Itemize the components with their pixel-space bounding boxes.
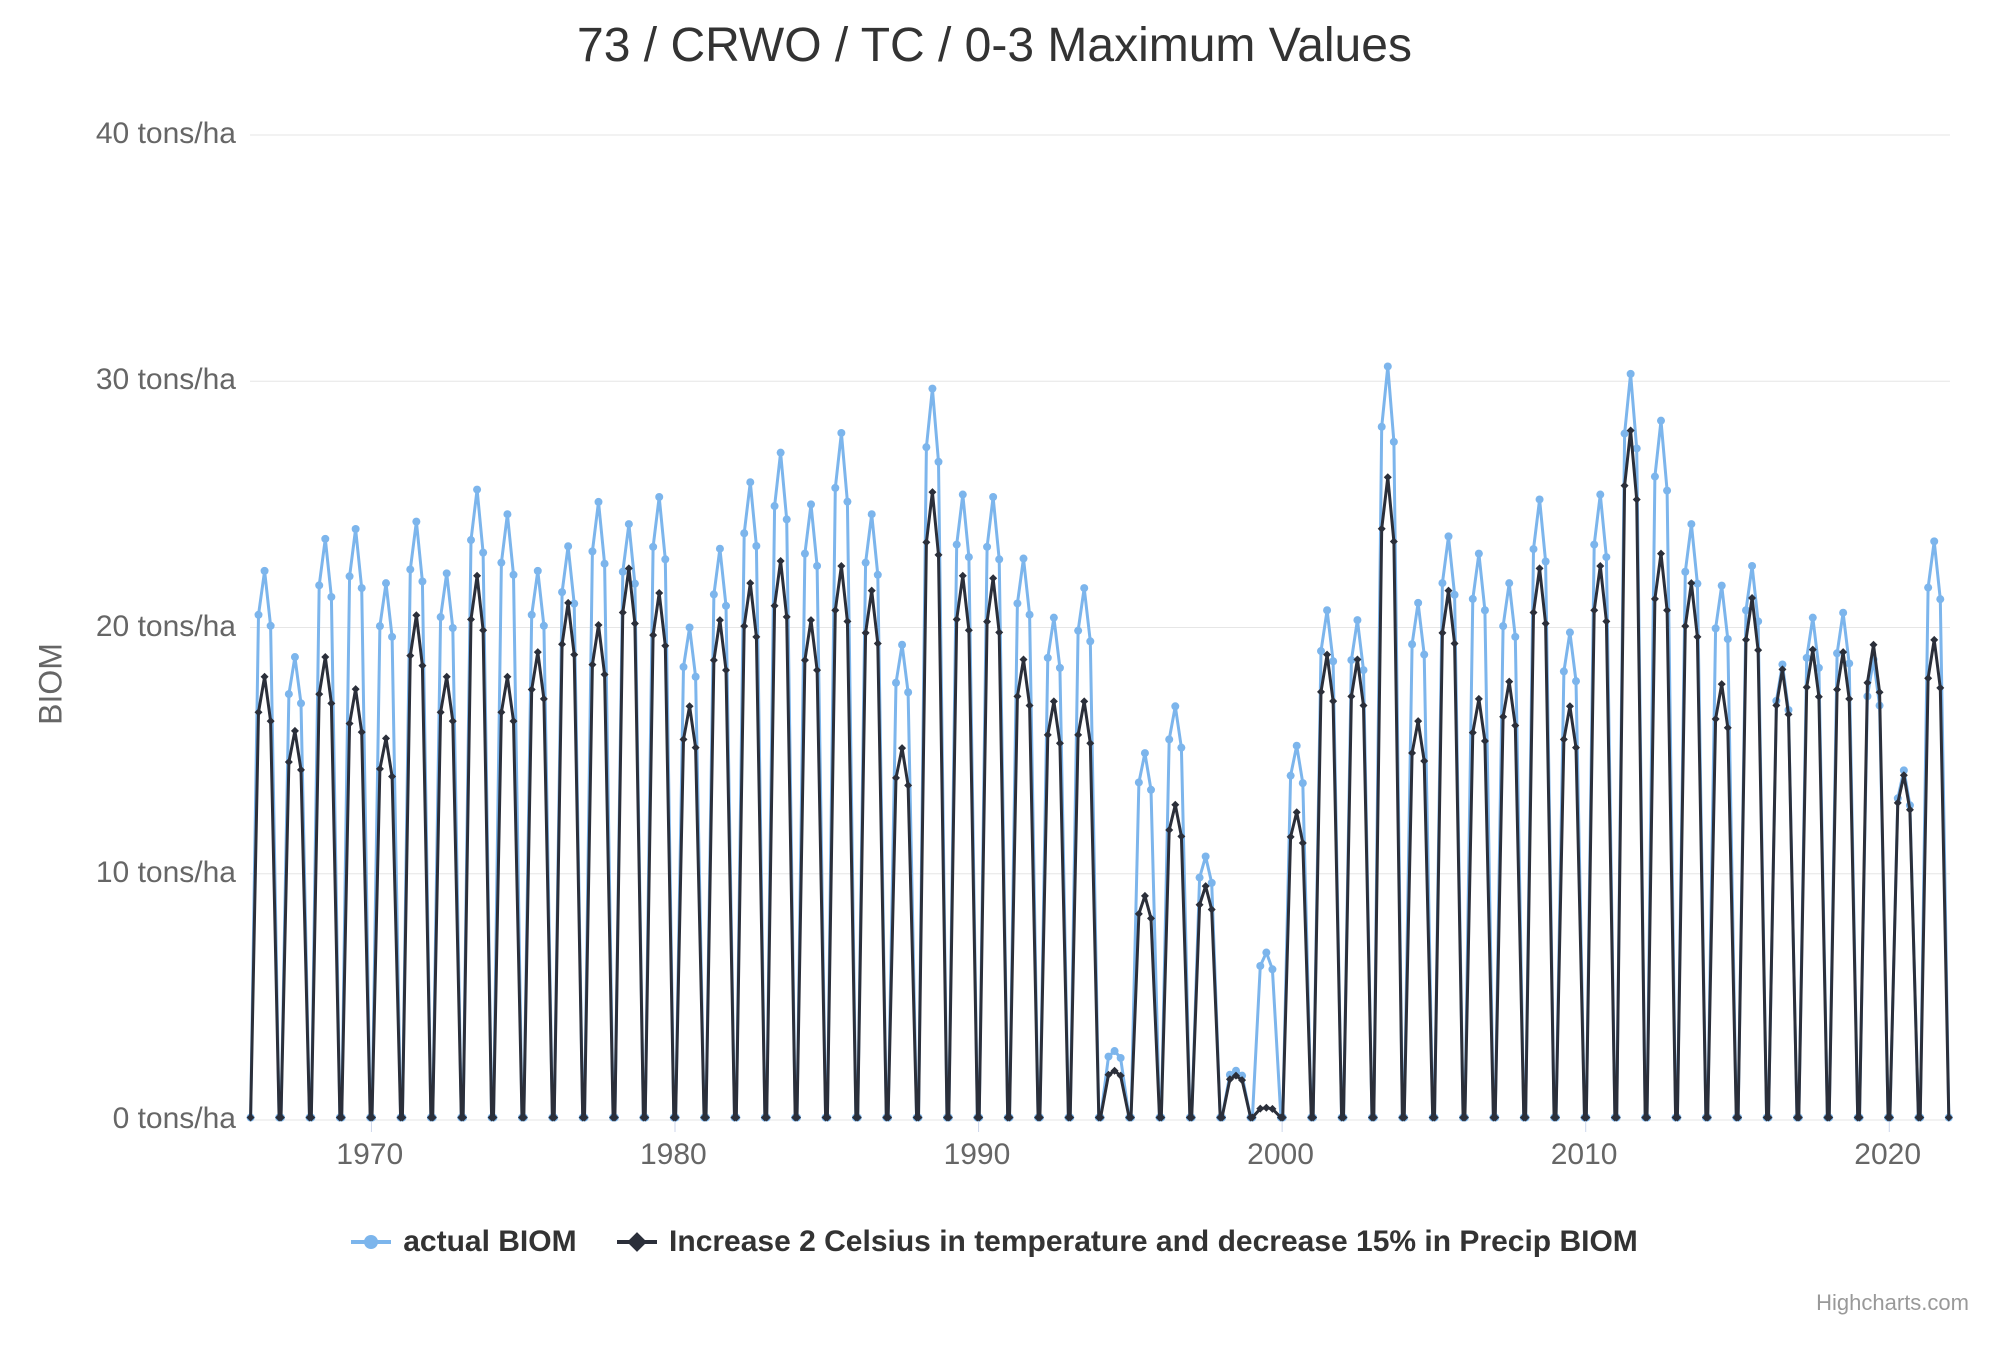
legend-swatch-actual [351,1240,391,1244]
legend-item-actual[interactable]: actual BIOM [351,1225,576,1259]
legend-swatch-scenario [617,1240,657,1244]
chart-legend: actual BIOM Increase 2 Celsius in temper… [0,1225,1989,1259]
x-tick-label: 1980 [640,1138,707,1172]
x-tick-label: 1970 [336,1138,403,1172]
y-tick-label: 30 tons/ha [96,363,236,397]
y-tick-label: 40 tons/ha [96,117,236,151]
x-tick-label: 2010 [1551,1138,1618,1172]
diamond-marker-icon [627,1232,647,1252]
series-line [251,367,1949,1118]
y-tick-label: 10 tons/ha [96,856,236,890]
y-tick-label: 20 tons/ha [96,610,236,644]
x-tick-label: 2020 [1854,1138,1921,1172]
chart-credit[interactable]: Highcharts.com [1816,1290,1969,1316]
y-axis-label: BIOM [32,643,69,725]
chart-title: 73 / CRWO / TC / 0-3 Maximum Values [0,18,1989,73]
legend-item-scenario[interactable]: Increase 2 Celsius in temperature and de… [617,1225,1638,1259]
legend-label-actual: actual BIOM [403,1225,576,1259]
x-tick-label: 1990 [944,1138,1011,1172]
x-tick-label: 2000 [1247,1138,1314,1172]
circle-marker-icon [364,1235,378,1249]
legend-label-scenario: Increase 2 Celsius in temperature and de… [669,1225,1638,1259]
chart-plot-area [250,135,1950,1120]
chart-container: 73 / CRWO / TC / 0-3 Maximum Values BIOM… [0,0,1989,1367]
y-tick-label: 0 tons/ha [113,1102,236,1136]
